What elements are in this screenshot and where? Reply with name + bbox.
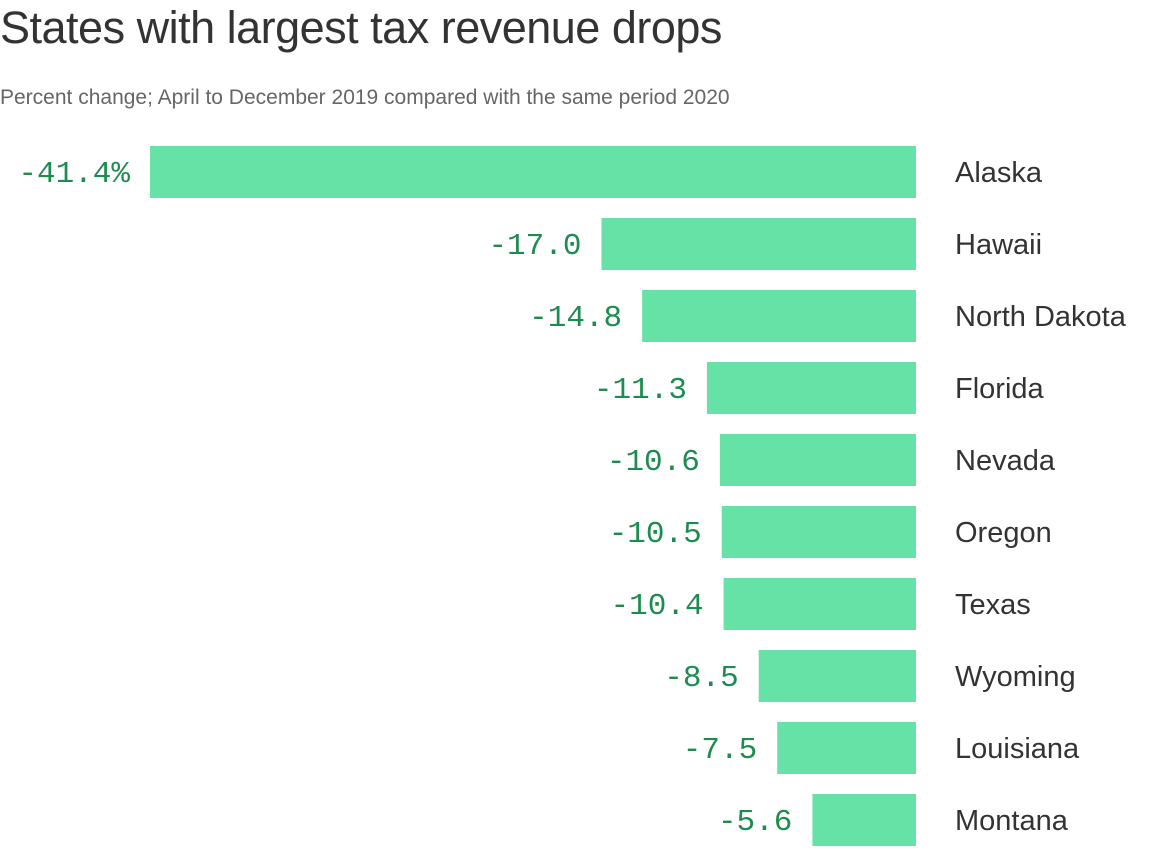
bar	[706, 362, 916, 414]
chart-title: States with largest tax revenue drops	[0, 2, 722, 53]
bar	[719, 434, 916, 486]
category-label: Montana	[955, 805, 1069, 837]
value-label: -14.8	[529, 301, 622, 336]
category-label: Alaska	[955, 157, 1043, 189]
category-label: Louisiana	[955, 733, 1080, 765]
bar	[721, 506, 916, 558]
value-label: -8.5	[664, 661, 738, 696]
category-label: Texas	[955, 589, 1031, 621]
value-label: -10.4	[611, 589, 704, 624]
chart-subtitle: Percent change; April to December 2019 c…	[0, 86, 730, 109]
bar	[150, 146, 916, 198]
bar	[812, 794, 916, 846]
category-label: North Dakota	[955, 301, 1127, 333]
category-label: Florida	[955, 373, 1045, 405]
value-label: -11.3	[594, 373, 687, 408]
value-label: -7.5	[683, 733, 757, 768]
bar	[723, 578, 916, 630]
category-label: Wyoming	[955, 661, 1076, 693]
bar	[777, 722, 916, 774]
value-label: -10.6	[607, 445, 700, 480]
value-label: -41.4%	[18, 157, 130, 192]
value-label: -17.0	[488, 229, 581, 264]
bar	[642, 290, 916, 342]
category-label: Nevada	[955, 445, 1056, 477]
bar	[601, 218, 916, 270]
value-label: -10.5	[609, 517, 702, 552]
bar	[758, 650, 916, 702]
value-label: -5.6	[718, 805, 792, 840]
category-label: Oregon	[955, 517, 1052, 549]
category-label: Hawaii	[955, 229, 1042, 261]
